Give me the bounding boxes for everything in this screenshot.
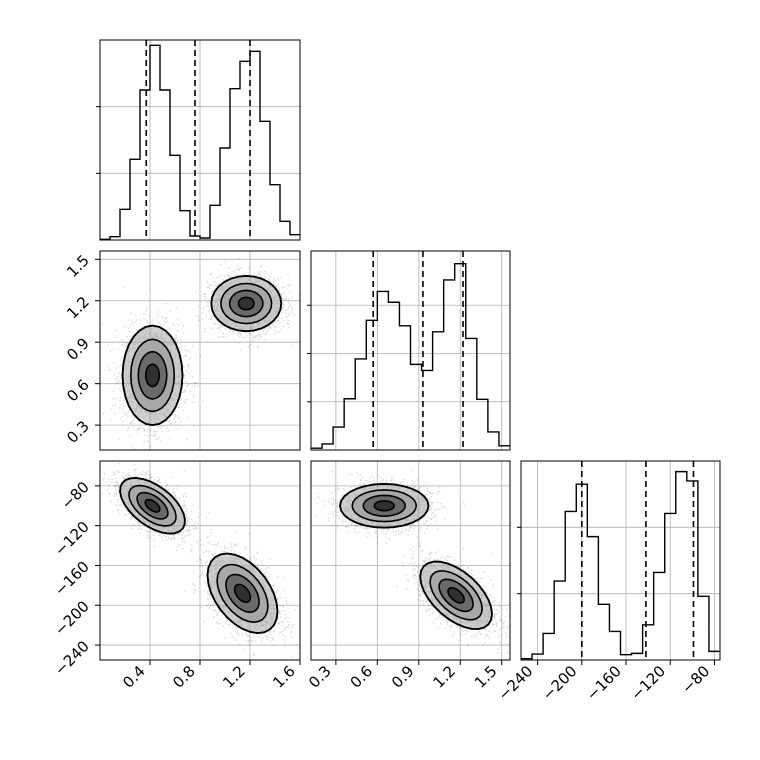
x-tick-label: 1.2 bbox=[219, 662, 249, 692]
x-tick-label: 1.2 bbox=[429, 662, 459, 692]
y-tick-label: −200 bbox=[51, 597, 93, 639]
x-tick-label: 0.4 bbox=[119, 662, 149, 692]
x-tick-label: 0.9 bbox=[388, 662, 418, 692]
contour-level bbox=[144, 498, 161, 513]
contour-outer bbox=[121, 324, 184, 427]
y-tick-label: 1.2 bbox=[63, 293, 93, 323]
histogram-panel-0 bbox=[96, 39, 301, 241]
x-tick-label: 0.3 bbox=[305, 662, 335, 692]
density-contours bbox=[121, 274, 283, 427]
density-contours bbox=[119, 477, 279, 635]
scatter-panel-1-2 bbox=[310, 460, 511, 661]
x-tick-label: −160 bbox=[583, 662, 625, 704]
contour-outer bbox=[206, 552, 279, 635]
x-tick-label: 1.5 bbox=[471, 662, 501, 692]
y-tick-label: −240 bbox=[51, 637, 93, 679]
y-tick-label: −120 bbox=[51, 518, 93, 560]
panel-frame bbox=[99, 250, 301, 451]
histogram-panel-1 bbox=[307, 250, 511, 451]
x-tick-label: −80 bbox=[678, 662, 713, 697]
density-contours bbox=[339, 482, 493, 630]
contour-outer bbox=[210, 274, 283, 333]
contour-outer bbox=[119, 477, 186, 535]
scatter-cloud bbox=[100, 286, 204, 450]
panel-frame bbox=[99, 39, 301, 241]
histogram-step-line bbox=[521, 470, 720, 660]
y-tick-label: 0.9 bbox=[63, 334, 93, 364]
y-tick-label: −80 bbox=[58, 478, 93, 513]
x-tick-label: 0.8 bbox=[169, 662, 199, 692]
panel-frame bbox=[310, 250, 511, 451]
y-tick-label: 0.3 bbox=[63, 417, 93, 447]
y-tick-label: −160 bbox=[51, 558, 93, 600]
scatter-panel-0-1 bbox=[99, 250, 301, 451]
x-tick-label: 0.6 bbox=[347, 662, 377, 692]
contour-outer bbox=[339, 482, 430, 529]
contour-outer bbox=[419, 560, 493, 630]
panel-frame bbox=[310, 460, 511, 661]
contour-level bbox=[237, 296, 255, 311]
contour-level bbox=[447, 586, 466, 604]
x-tick-label: 1.6 bbox=[269, 662, 299, 692]
y-tick-label: 1.5 bbox=[63, 251, 93, 281]
contour-level bbox=[233, 583, 252, 604]
scatter-panel-0-2 bbox=[99, 460, 301, 661]
x-tick-label: −120 bbox=[627, 662, 669, 704]
histogram-step-line bbox=[100, 44, 300, 241]
panel-frame bbox=[520, 460, 721, 661]
x-tick-label: −240 bbox=[495, 662, 537, 704]
histogram-panel-2 bbox=[517, 460, 721, 661]
x-tick-label: −200 bbox=[539, 662, 581, 704]
contour-level bbox=[373, 499, 396, 512]
histogram-step-line bbox=[311, 262, 510, 449]
y-tick-label: 0.6 bbox=[63, 376, 93, 406]
contour-level bbox=[144, 363, 161, 388]
